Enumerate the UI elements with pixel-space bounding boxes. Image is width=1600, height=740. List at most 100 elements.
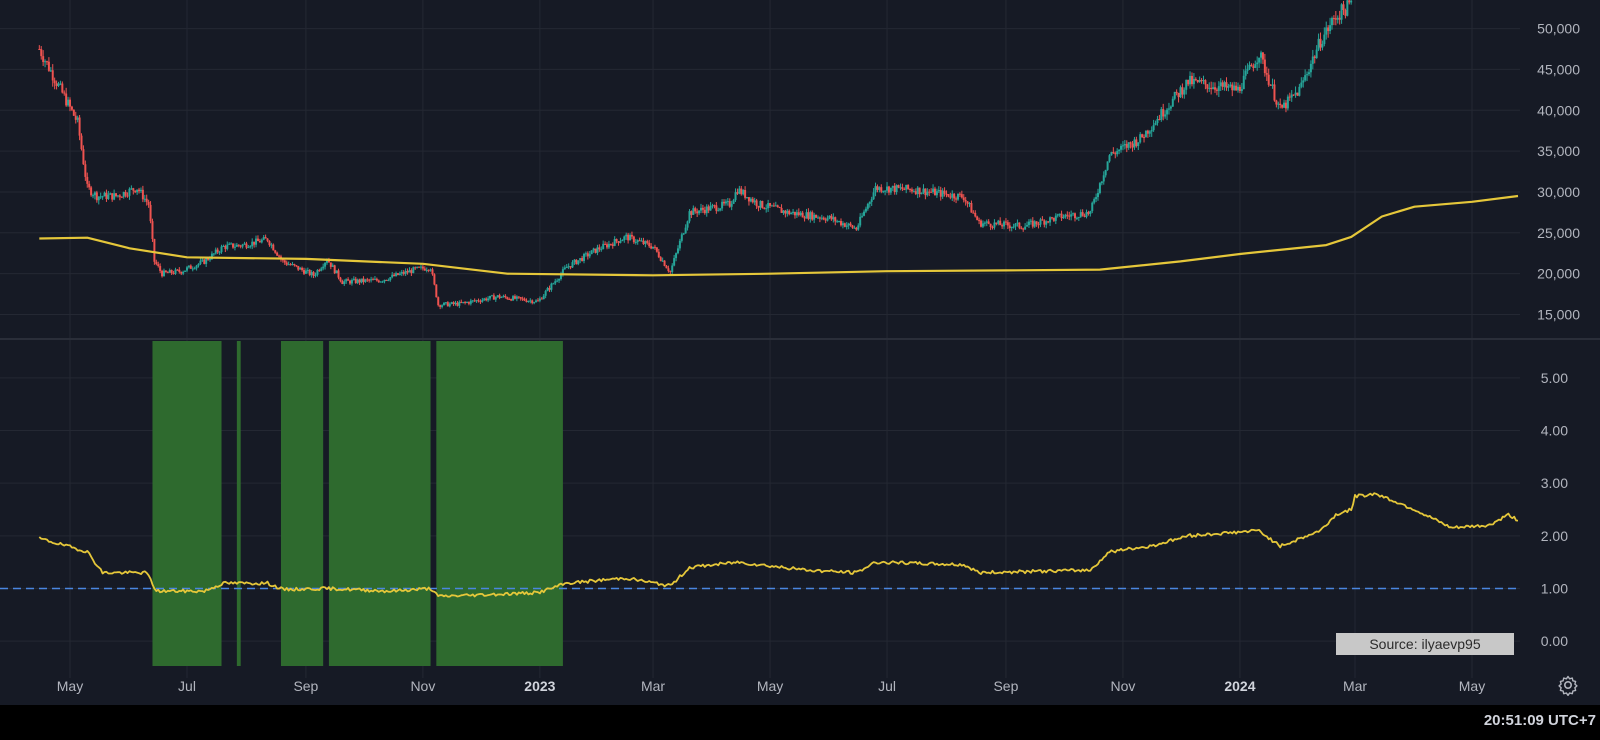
candle-body (205, 258, 208, 264)
candle-body (734, 192, 737, 201)
candle-body (759, 200, 762, 208)
price-tick-label: 45,000 (1537, 61, 1580, 77)
candle-body (981, 223, 984, 227)
candle-body (1325, 27, 1328, 35)
candle-body (157, 264, 160, 267)
candle-body (1242, 75, 1245, 90)
candle-body (678, 240, 681, 249)
candle-body (855, 227, 858, 230)
candle-body (86, 176, 89, 184)
candle-body (385, 279, 388, 281)
candle-body (784, 210, 787, 214)
candle-body (937, 190, 940, 192)
candle-body (876, 186, 879, 190)
candle-body (502, 295, 505, 298)
candle-body (368, 279, 371, 281)
candle-body (554, 281, 557, 284)
candle-body (575, 259, 578, 265)
candle-body (350, 280, 353, 284)
candle-body (1219, 82, 1222, 87)
candle-body (786, 210, 789, 214)
x-tick-label: Mar (641, 678, 665, 694)
candle-body (209, 259, 212, 261)
candle-body (701, 207, 704, 210)
candle-body (1081, 212, 1084, 216)
x-tick-label: May (57, 678, 83, 694)
candle-body (84, 164, 87, 177)
candle-body (640, 240, 643, 242)
candle-body (1039, 219, 1042, 225)
candle-body (579, 258, 582, 261)
y-axis-labels: 15,000 20,000 25,000 30,000 35,000 40,000 45,0… (1537, 21, 1580, 650)
candle-body (790, 212, 793, 215)
candle-body (989, 223, 992, 227)
candle-body (387, 280, 390, 282)
candle-body (230, 243, 233, 245)
chart-canvas[interactable]: 15,000 20,000 25,000 30,000 35,000 40,000 45,0… (0, 0, 1600, 705)
candle-body (95, 192, 98, 201)
candle-body (914, 191, 917, 195)
candle-body (1024, 226, 1027, 230)
candle-body (955, 198, 958, 200)
candle-body (500, 297, 503, 299)
candle-body (437, 297, 440, 306)
candle-body (519, 297, 522, 299)
candle-body (742, 189, 745, 195)
candle-body (699, 207, 702, 211)
candle-body (646, 241, 649, 243)
candle-body (797, 212, 800, 216)
indicator-tick-label: 3.00 (1541, 475, 1568, 491)
candle-body (1144, 130, 1147, 138)
candle-body (214, 249, 217, 254)
candle-body (581, 258, 584, 261)
candle-body (872, 192, 875, 200)
candle-body (1167, 108, 1170, 110)
candle-body (1309, 63, 1312, 73)
candle-body (1317, 38, 1320, 50)
candle-body (1284, 102, 1287, 109)
candle-body (1181, 87, 1184, 95)
price-tick-label: 35,000 (1537, 143, 1580, 159)
candle-body (310, 272, 313, 276)
shaded-zone (328, 341, 431, 666)
candle-body (1114, 153, 1117, 155)
candle-body (416, 266, 419, 268)
candle-body (849, 223, 852, 226)
candle-body (1190, 75, 1193, 85)
candle-body (339, 277, 342, 282)
candle-body (412, 267, 415, 274)
candle-body (203, 259, 206, 264)
candle-body (840, 221, 843, 226)
candle-body (364, 279, 367, 282)
candle-body (861, 215, 864, 217)
candle-body (381, 281, 384, 283)
candle-body (573, 259, 576, 263)
candle-body (652, 246, 655, 249)
candle-body (65, 93, 68, 106)
candle-body (960, 194, 963, 198)
candle-body (655, 247, 658, 252)
candle-body (995, 222, 998, 224)
candle-body (1263, 59, 1266, 74)
candle-body (78, 117, 81, 136)
candle-body (1003, 221, 1006, 227)
candle-body (1121, 145, 1124, 147)
candle-body (1269, 84, 1272, 86)
candle-body (1237, 86, 1240, 91)
candle-body (1108, 155, 1111, 162)
candle-body (247, 247, 250, 249)
candle-body (1248, 64, 1251, 69)
candle-body (657, 251, 660, 258)
candle-body (195, 265, 198, 269)
candle-body (972, 212, 975, 214)
candle-body (527, 300, 530, 302)
candle-body (302, 270, 305, 274)
gear-icon[interactable] (1557, 674, 1579, 696)
candle-body (1026, 225, 1029, 227)
candle-body (1254, 64, 1257, 68)
candle-body (1123, 144, 1126, 146)
candle-body (1100, 181, 1103, 184)
candle-body (1054, 215, 1057, 221)
candle-body (162, 270, 165, 277)
candle-body (477, 300, 480, 302)
